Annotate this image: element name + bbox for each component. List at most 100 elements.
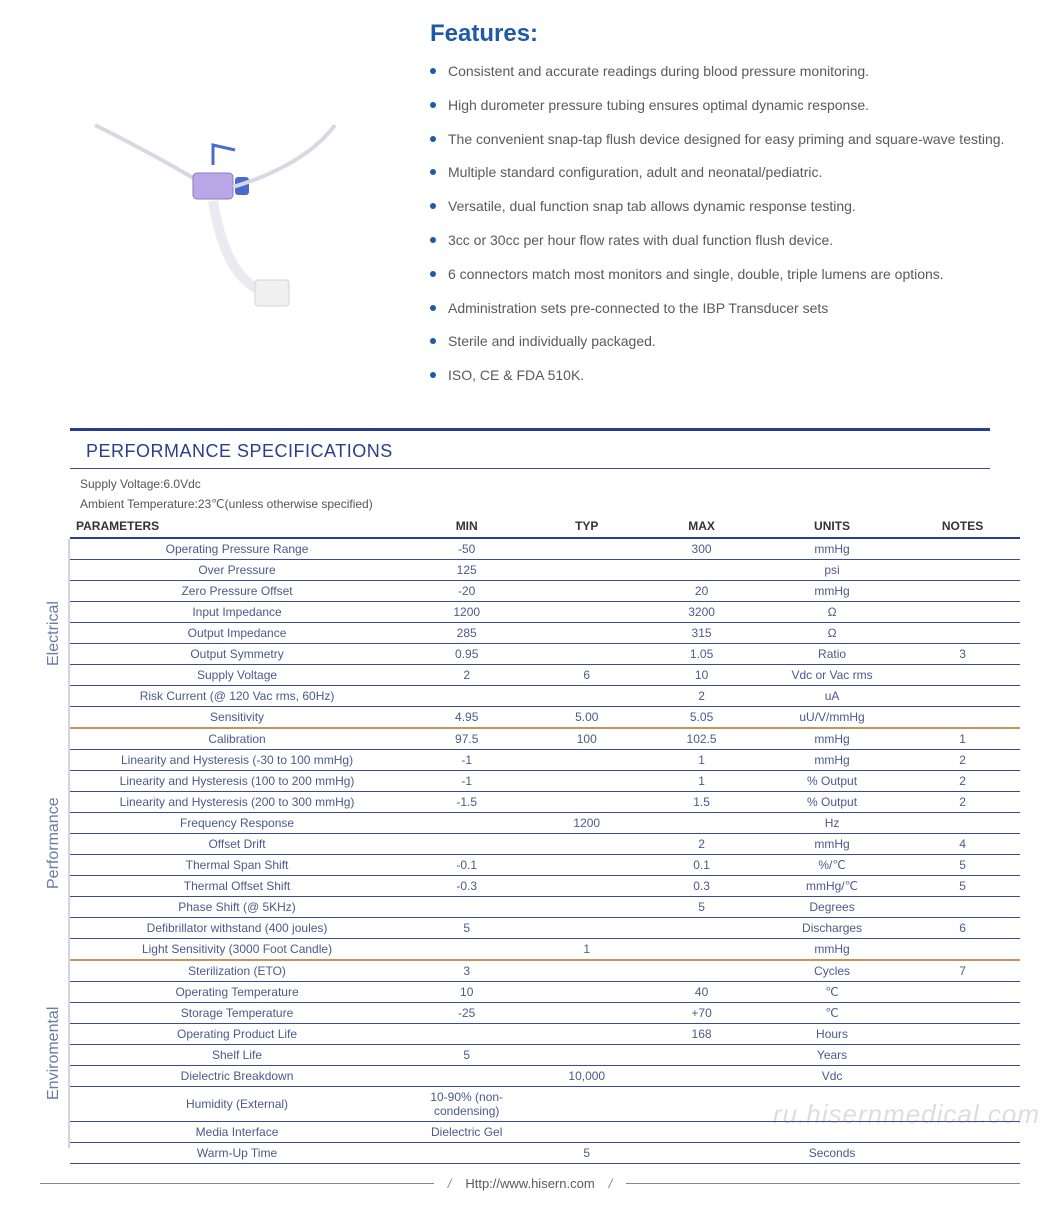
cell: Over Pressure bbox=[70, 559, 404, 580]
cell bbox=[905, 601, 1020, 622]
cell bbox=[529, 981, 644, 1002]
cell bbox=[529, 1023, 644, 1044]
cell: 5.05 bbox=[644, 706, 759, 728]
cell: 1 bbox=[529, 938, 644, 960]
col-header: UNITS bbox=[759, 515, 905, 538]
table-row: Sterilization (ETO)3Cycles7 bbox=[70, 960, 1020, 982]
table-outer: ElectricalPerformanceEnviromental PARAME… bbox=[40, 515, 1020, 1164]
cell: 2 bbox=[404, 664, 529, 685]
cell: mmHg bbox=[759, 938, 905, 960]
cell: Shelf Life bbox=[70, 1044, 404, 1065]
page: Features: Consistent and accurate readin… bbox=[0, 0, 1060, 1221]
col-header: TYP bbox=[529, 515, 644, 538]
cell bbox=[905, 938, 1020, 960]
cell: Output Impedance bbox=[70, 622, 404, 643]
cell bbox=[529, 896, 644, 917]
cell: ℃ bbox=[759, 1002, 905, 1023]
cell: Linearity and Hysteresis (100 to 200 mmH… bbox=[70, 770, 404, 791]
cell bbox=[529, 854, 644, 875]
cell bbox=[905, 685, 1020, 706]
table-row: Thermal Offset Shift-0.30.3mmHg/℃5 bbox=[70, 875, 1020, 896]
cell: Phase Shift (@ 5KHz) bbox=[70, 896, 404, 917]
cell bbox=[905, 664, 1020, 685]
table-row: Thermal Span Shift-0.10.1%/℃5 bbox=[70, 854, 1020, 875]
cell bbox=[905, 580, 1020, 601]
cell: uU/V/mmHg bbox=[759, 706, 905, 728]
cell: Warm-Up Time bbox=[70, 1142, 404, 1163]
cell bbox=[529, 622, 644, 643]
cell: 6 bbox=[905, 917, 1020, 938]
cell: Years bbox=[759, 1044, 905, 1065]
cell bbox=[644, 812, 759, 833]
cell: 5.00 bbox=[529, 706, 644, 728]
cell: -25 bbox=[404, 1002, 529, 1023]
feature-item: Versatile, dual function snap tab allows… bbox=[430, 195, 1020, 219]
table-row: Sensitivity4.955.005.05uU/V/mmHg bbox=[70, 706, 1020, 728]
cell: +70 bbox=[644, 1002, 759, 1023]
cell: mmHg/℃ bbox=[759, 875, 905, 896]
cell bbox=[905, 981, 1020, 1002]
cell: Light Sensitivity (3000 Foot Candle) bbox=[70, 938, 404, 960]
cell: 5 bbox=[905, 854, 1020, 875]
cell: 7 bbox=[905, 960, 1020, 982]
condition-line: Ambient Temperature:23℃(unless otherwise… bbox=[80, 497, 1020, 511]
cell bbox=[905, 896, 1020, 917]
cell bbox=[529, 1002, 644, 1023]
features-list: Consistent and accurate readings during … bbox=[430, 60, 1020, 388]
cell: 2 bbox=[644, 833, 759, 854]
feature-item: Sterile and individually packaged. bbox=[430, 330, 1020, 354]
cell: Dielectric Gel bbox=[404, 1121, 529, 1142]
cell bbox=[529, 833, 644, 854]
cell bbox=[644, 1121, 759, 1142]
cell: 1 bbox=[644, 770, 759, 791]
cell: 5 bbox=[404, 917, 529, 938]
cell: Storage Temperature bbox=[70, 1002, 404, 1023]
condition-line: Supply Voltage:6.0Vdc bbox=[80, 477, 1020, 491]
footer-line-left bbox=[40, 1183, 434, 1184]
cell bbox=[644, 917, 759, 938]
cell bbox=[529, 601, 644, 622]
col-header: PARAMETERS bbox=[70, 515, 404, 538]
cell bbox=[644, 938, 759, 960]
cell: 0.1 bbox=[644, 854, 759, 875]
cell: 3 bbox=[905, 643, 1020, 664]
table-row: Media InterfaceDielectric Gel bbox=[70, 1121, 1020, 1142]
table-row: Dielectric Breakdown10,000Vdc bbox=[70, 1065, 1020, 1086]
side-labels: ElectricalPerformanceEnviromental bbox=[40, 515, 70, 1164]
group-label: Enviromental bbox=[40, 959, 70, 1148]
cell: 1 bbox=[905, 728, 1020, 750]
cell bbox=[905, 1065, 1020, 1086]
col-header: MAX bbox=[644, 515, 759, 538]
cell: Linearity and Hysteresis (200 to 300 mmH… bbox=[70, 791, 404, 812]
cell: Offset Drift bbox=[70, 833, 404, 854]
cell: Ω bbox=[759, 601, 905, 622]
cell bbox=[529, 875, 644, 896]
table-header-row: PARAMETERSMINTYPMAXUNITSNOTES bbox=[70, 515, 1020, 538]
cell bbox=[529, 749, 644, 770]
cell: mmHg bbox=[759, 538, 905, 560]
cell: %/℃ bbox=[759, 854, 905, 875]
feature-item: Administration sets pre-connected to the… bbox=[430, 297, 1020, 321]
cell: Ratio bbox=[759, 643, 905, 664]
cell: 5 bbox=[905, 875, 1020, 896]
table-row: Linearity and Hysteresis (200 to 300 mmH… bbox=[70, 791, 1020, 812]
cell bbox=[404, 833, 529, 854]
cell bbox=[644, 960, 759, 982]
cell bbox=[759, 1086, 905, 1121]
cell: 1200 bbox=[404, 601, 529, 622]
cell bbox=[404, 896, 529, 917]
feature-item: 6 connectors match most monitors and sin… bbox=[430, 263, 1020, 287]
cell: Dielectric Breakdown bbox=[70, 1065, 404, 1086]
table-row: Shelf Life5Years bbox=[70, 1044, 1020, 1065]
cell: 2 bbox=[644, 685, 759, 706]
cell: Risk Current (@ 120 Vac rms, 60Hz) bbox=[70, 685, 404, 706]
table-row: Warm-Up Time5Seconds bbox=[70, 1142, 1020, 1163]
cell: Humidity (External) bbox=[70, 1086, 404, 1121]
table-row: Offset Drift2mmHg4 bbox=[70, 833, 1020, 854]
cell bbox=[404, 1142, 529, 1163]
cell: 300 bbox=[644, 538, 759, 560]
cell bbox=[529, 559, 644, 580]
cell: -0.1 bbox=[404, 854, 529, 875]
cell: 3200 bbox=[644, 601, 759, 622]
cell: Discharges bbox=[759, 917, 905, 938]
